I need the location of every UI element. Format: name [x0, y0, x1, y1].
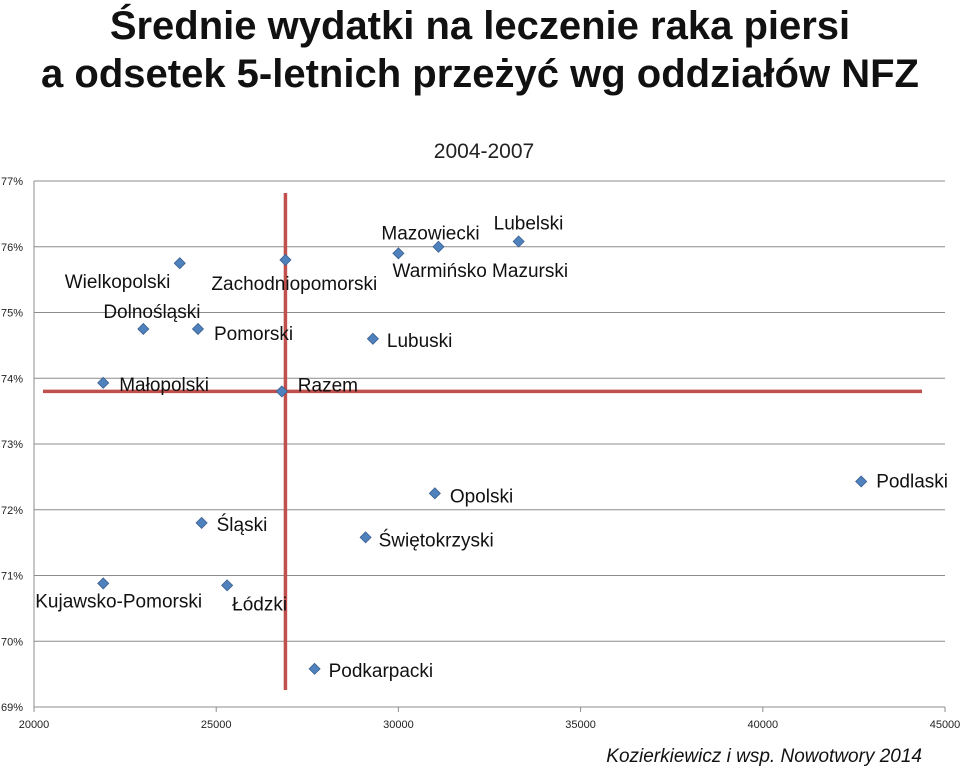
y-tick-label: 70%: [1, 636, 23, 648]
data-point-label: Mazowiecki: [381, 223, 479, 244]
data-point-marker: [97, 376, 110, 389]
data-point-marker: [279, 253, 292, 266]
data-point-label: Opolski: [450, 486, 513, 507]
data-point-marker: [855, 475, 868, 488]
y-tick-label: 69%: [1, 702, 23, 714]
y-tick-label: 74%: [1, 373, 23, 385]
gridlines: [34, 180, 945, 708]
data-point-label: Lubelski: [494, 213, 564, 234]
data-point-label: Śląski: [217, 514, 268, 536]
reference-lines: [43, 193, 922, 690]
data-points: [97, 235, 868, 675]
y-tick-label: 77%: [1, 176, 23, 188]
data-point-marker: [173, 257, 186, 270]
y-tick-label: 72%: [1, 505, 23, 517]
data-point-label: Pomorski: [214, 324, 293, 345]
x-tick-label: 30000: [383, 719, 414, 731]
chart-title-line1: Średnie wydatki na leczenie raka piersi: [109, 4, 851, 48]
chart-title-line2: a odsetek 5-letnich przeżyć wg oddziałów…: [41, 52, 919, 96]
x-tick-label: 45000: [930, 719, 960, 731]
data-point-marker: [432, 240, 445, 253]
data-point-label: Podlaski: [876, 471, 948, 492]
data-point-marker: [366, 332, 379, 345]
y-tick-label: 71%: [1, 571, 23, 583]
data-point-label: Łódzki: [232, 594, 287, 615]
data-point-marker: [392, 247, 405, 260]
data-point-label: Dolnośląski: [103, 302, 200, 323]
x-tick-label: 40000: [748, 719, 779, 731]
chart-title: Średnie wydatki na leczenie raka piersi …: [0, 2, 960, 98]
data-point-label: Wielkopolski: [65, 272, 171, 293]
data-point-label: Zachodniopomorski: [211, 274, 377, 295]
data-point-marker: [191, 322, 205, 336]
y-tick-label: 73%: [1, 439, 23, 451]
axes: 69% 70% 71% 72% 73% 74% 75% 76% 77% 20000 25000 300…: [1, 176, 960, 731]
chart-subtitle: 2004-2007: [434, 140, 534, 163]
data-point-label: Świętokrzyski: [379, 529, 494, 551]
data-point-marker: [428, 487, 441, 500]
data-point-marker: [221, 579, 234, 592]
data-point-marker: [137, 322, 150, 336]
data-point-marker: [275, 385, 288, 398]
point-labels: Wielkopolski Zachodniopomorski Dolnośląski…: [35, 213, 948, 681]
y-tick-label: 75%: [1, 308, 23, 320]
y-tick-label: 76%: [1, 242, 23, 254]
data-point-label: Podkarpacki: [329, 661, 434, 682]
data-point-marker: [195, 516, 208, 529]
data-point-marker: [512, 235, 525, 248]
data-point-marker: [97, 577, 110, 590]
x-tick-label: 25000: [201, 719, 232, 731]
data-point-label: Lubuski: [387, 331, 453, 352]
data-point-marker: [308, 662, 321, 675]
data-point-marker: [359, 531, 372, 544]
data-point-label: Warmińsko Mazurski: [392, 261, 568, 282]
data-point-label: Razem: [298, 375, 358, 396]
data-point-label: Małopolski: [119, 375, 209, 396]
source-note: Kozierkiewicz i wsp. Nowotwory 2014: [606, 746, 922, 766]
x-tick-label: 20000: [19, 719, 50, 731]
x-tick-label: 35000: [565, 719, 596, 731]
data-point-label: Kujawsko-Pomorski: [35, 591, 202, 612]
